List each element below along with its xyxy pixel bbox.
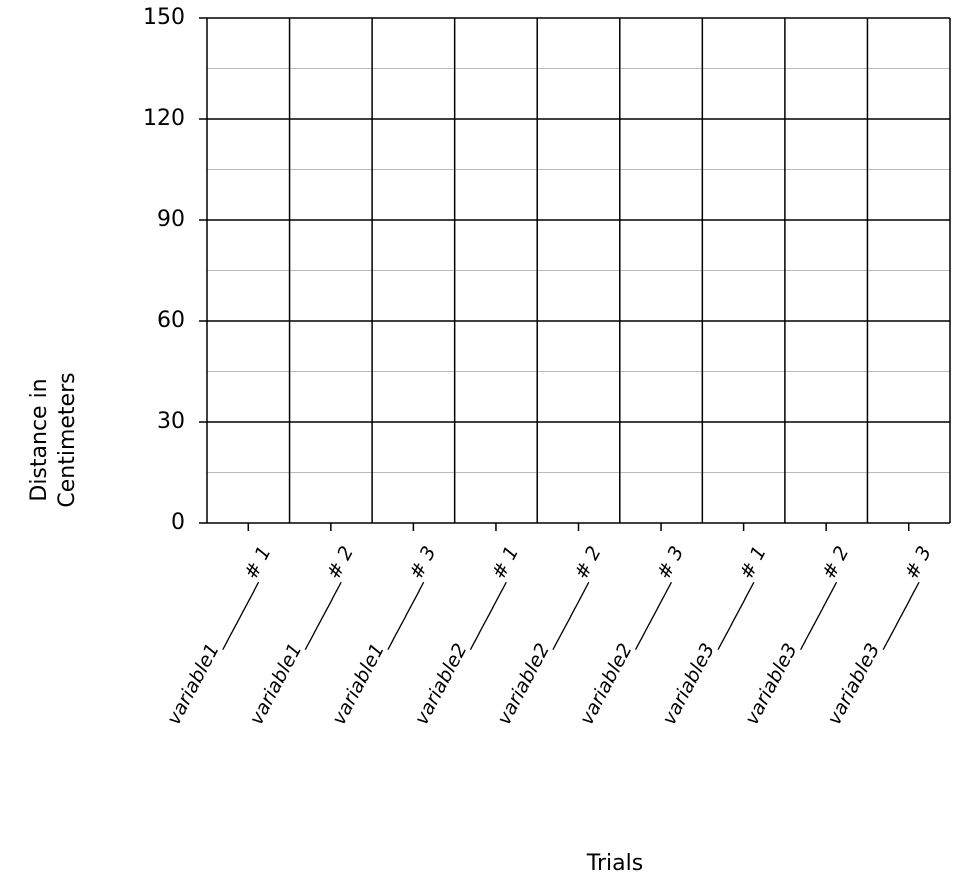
y-axis-label: Centimeters [55,372,80,507]
y-tick-label: 150 [143,5,185,30]
y-tick-label: 60 [157,308,185,333]
y-tick-label: 0 [171,510,185,535]
y-tick-label: 120 [143,106,185,131]
y-tick-label: 90 [157,207,185,232]
y-axis-label: Distance in [27,378,52,501]
y-tick-label: 30 [157,409,185,434]
x-axis-label: Trials [586,851,643,876]
